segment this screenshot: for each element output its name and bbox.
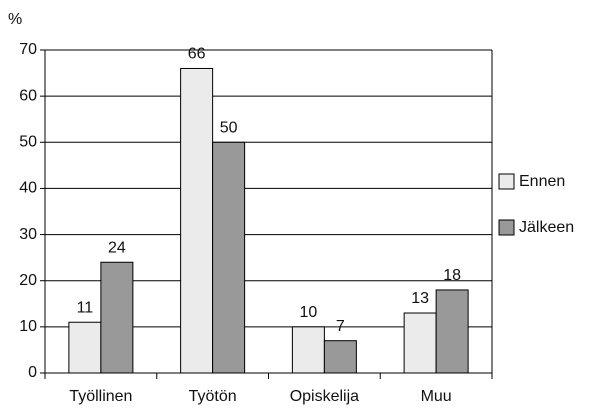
y-tick-label: 50 (19, 134, 37, 151)
bar (403, 312, 437, 374)
x-tick-label: Muu (421, 388, 452, 405)
bar (291, 326, 325, 374)
legend-label: Jälkeen (519, 219, 574, 236)
bar (68, 321, 102, 374)
y-tick-label: 20 (19, 272, 37, 289)
bar (435, 289, 469, 374)
y-tick-label: 10 (19, 318, 37, 335)
legend-label: Ennen (519, 173, 565, 190)
legend-swatch (498, 219, 515, 236)
y-tick-label: 30 (19, 226, 37, 243)
bar (180, 67, 214, 374)
data-label: 13 (411, 290, 429, 307)
x-tick-label: Työllinen (69, 388, 132, 405)
y-tick-label: 70 (19, 41, 37, 58)
data-label: 7 (336, 318, 345, 335)
y-tick-label: 40 (19, 180, 37, 197)
bar (100, 261, 134, 374)
data-label: 50 (220, 120, 238, 137)
legend-swatch (498, 173, 515, 190)
data-label: 18 (443, 267, 461, 284)
data-label: 10 (299, 304, 317, 321)
data-label: 66 (188, 46, 206, 63)
data-label: 11 (77, 299, 94, 316)
y-tick-label: 0 (28, 364, 37, 381)
data-label: 24 (108, 239, 126, 256)
bar (323, 340, 357, 374)
bar (212, 141, 246, 374)
y-tick-label: 60 (19, 87, 37, 104)
y-axis-label: % (8, 11, 22, 28)
x-tick-label: Työtön (189, 388, 237, 405)
x-tick-label: Opiskelija (290, 388, 359, 405)
